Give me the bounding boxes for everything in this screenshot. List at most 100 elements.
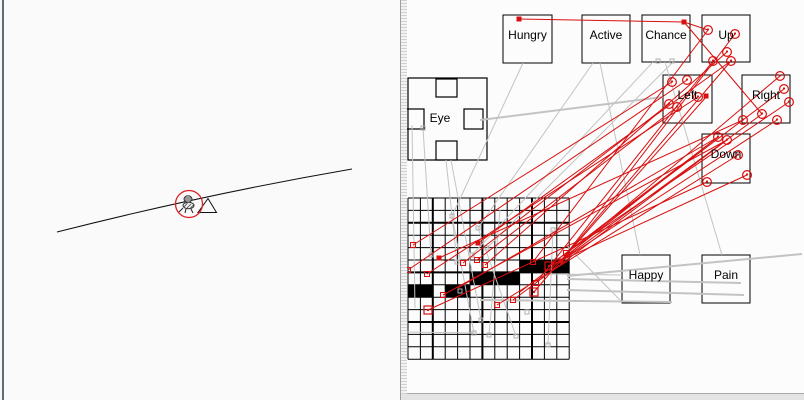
- red-endpoint-dot: [547, 264, 551, 268]
- red-endpoint-square-large: [544, 261, 554, 271]
- neuron-circle[interactable]: [756, 108, 767, 119]
- connection-line-gray: [445, 159, 458, 263]
- neuron-circle-dot: [667, 102, 671, 105]
- red-endpoint-square-filled: [516, 16, 522, 22]
- neuron-circle[interactable]: [729, 29, 740, 40]
- gray-endpoint-square: [550, 227, 556, 233]
- node-box-happy[interactable]: [621, 254, 671, 304]
- creature-leg: [178, 207, 184, 213]
- connection-line-gray: [407, 331, 475, 334]
- connection-line-gray: [411, 124, 416, 309]
- agent-highlight-ring: [174, 189, 204, 219]
- neuron-circle-dot: [725, 50, 729, 53]
- gray-endpoint-square: [449, 213, 455, 219]
- gray-endpoint-square: [471, 330, 477, 336]
- connection-line-gray: [477, 62, 594, 229]
- status-strip: [401, 394, 804, 400]
- red-endpoint-square-filled: [475, 240, 481, 246]
- node-label-up: Up: [718, 28, 734, 42]
- node-label-hungry: Hungry: [508, 28, 547, 42]
- neuron-circle[interactable]: [725, 55, 736, 66]
- neuron-circle-dot: [733, 32, 737, 35]
- neuron-circle-dot: [729, 59, 733, 62]
- neuron-circle[interactable]: [741, 170, 752, 181]
- gray-endpoint-square: [454, 259, 460, 265]
- neuron-circle-dot: [705, 180, 709, 183]
- connection-line-red: [512, 139, 728, 301]
- neuron-circle-dot: [760, 112, 764, 115]
- neuron-circle-dot: [745, 173, 749, 176]
- node-box-chance[interactable]: [641, 14, 691, 63]
- red-endpoint-square: [474, 257, 480, 263]
- neuron-circle[interactable]: [701, 177, 712, 188]
- gray-endpoint-square: [486, 332, 492, 338]
- node-box-left[interactable]: [662, 74, 713, 124]
- pane-splitter[interactable]: [401, 0, 407, 394]
- brain-canvas[interactable]: Hungry Active Chance Up Left Right Down Happy Pa…: [407, 0, 804, 393]
- node-box-hungry[interactable]: [502, 14, 553, 64]
- neuron-circle[interactable]: [721, 135, 732, 146]
- grid-cell-filled[interactable]: [420, 284, 433, 298]
- world-panel[interactable]: [2, 0, 401, 400]
- neuron-circle[interactable]: [707, 55, 718, 66]
- connection-line-gray: [450, 159, 482, 321]
- node-label-pain: Pain: [714, 268, 738, 282]
- neuron-circle[interactable]: [737, 114, 748, 125]
- neuron-circle[interactable]: [712, 132, 723, 143]
- gray-endpoint-square: [655, 58, 661, 64]
- brain-panel[interactable]: Hungry Active Chance Up Left Right Down Happy Pa…: [407, 0, 804, 394]
- neuron-circle[interactable]: [671, 101, 682, 112]
- connection-line-red: [683, 21, 763, 115]
- neuron-circle[interactable]: [702, 25, 713, 36]
- red-endpoint-square: [494, 302, 500, 308]
- neuron-circle[interactable]: [783, 96, 794, 107]
- gray-endpoint-square: [513, 333, 519, 339]
- node-box-right[interactable]: [741, 74, 791, 124]
- red-endpoint-square: [482, 262, 488, 268]
- neuron-circle-dot: [778, 74, 782, 77]
- neuron-circle-dot: [716, 135, 720, 138]
- node-label-active: Active: [590, 28, 623, 42]
- grid-cell-filled[interactable]: [482, 272, 495, 285]
- neuron-circle[interactable]: [681, 74, 692, 85]
- neuron-circle[interactable]: [774, 70, 785, 81]
- connection-line-gray: [479, 299, 673, 303]
- gray-endpoint-square: [428, 252, 434, 258]
- connection-line-gray: [451, 215, 475, 334]
- neuron-circle-dot: [675, 105, 679, 108]
- grid-cell-filled[interactable]: [507, 272, 520, 285]
- node-label-down: Down: [711, 147, 742, 161]
- red-endpoint-square: [410, 242, 416, 248]
- node-label-left: Left: [677, 88, 698, 102]
- grid-cell-filled[interactable]: [519, 260, 532, 273]
- node-box-active[interactable]: [581, 14, 631, 64]
- node-label-happy: Happy: [629, 268, 664, 282]
- world-canvas[interactable]: [4, 0, 403, 400]
- connection-line-gray: [471, 61, 654, 256]
- gray-endpoint-square: [420, 125, 426, 131]
- neuron-circle-dot: [782, 87, 786, 90]
- red-endpoint-dot: [426, 308, 430, 312]
- connection-line-red: [438, 119, 744, 259]
- creature-agent[interactable]: [178, 195, 195, 214]
- neuron-circle[interactable]: [732, 150, 743, 161]
- connection-line-red: [518, 18, 685, 23]
- neuron-circle-dot: [725, 138, 729, 141]
- creature-head: [183, 195, 193, 203]
- neuron-circle-dot: [706, 28, 710, 31]
- neuron-circle[interactable]: [666, 76, 677, 87]
- connection-line-gray: [451, 62, 524, 217]
- connection-line-red: [560, 95, 708, 262]
- connection-line-red: [560, 113, 763, 262]
- grid-cell-filled[interactable]: [408, 284, 421, 298]
- neuron-circle[interactable]: [771, 114, 782, 125]
- node-box-pain[interactable]: [701, 254, 751, 304]
- grid-cell-filled[interactable]: [445, 284, 458, 298]
- connection-line-red: [533, 60, 732, 293]
- neuron-circle[interactable]: [778, 83, 789, 94]
- neuron-circle[interactable]: [721, 46, 732, 57]
- connection-line-red: [457, 136, 719, 289]
- neuron-circle-dot: [787, 100, 791, 103]
- gray-endpoint-square: [545, 342, 551, 348]
- neuron-circle[interactable]: [692, 91, 703, 102]
